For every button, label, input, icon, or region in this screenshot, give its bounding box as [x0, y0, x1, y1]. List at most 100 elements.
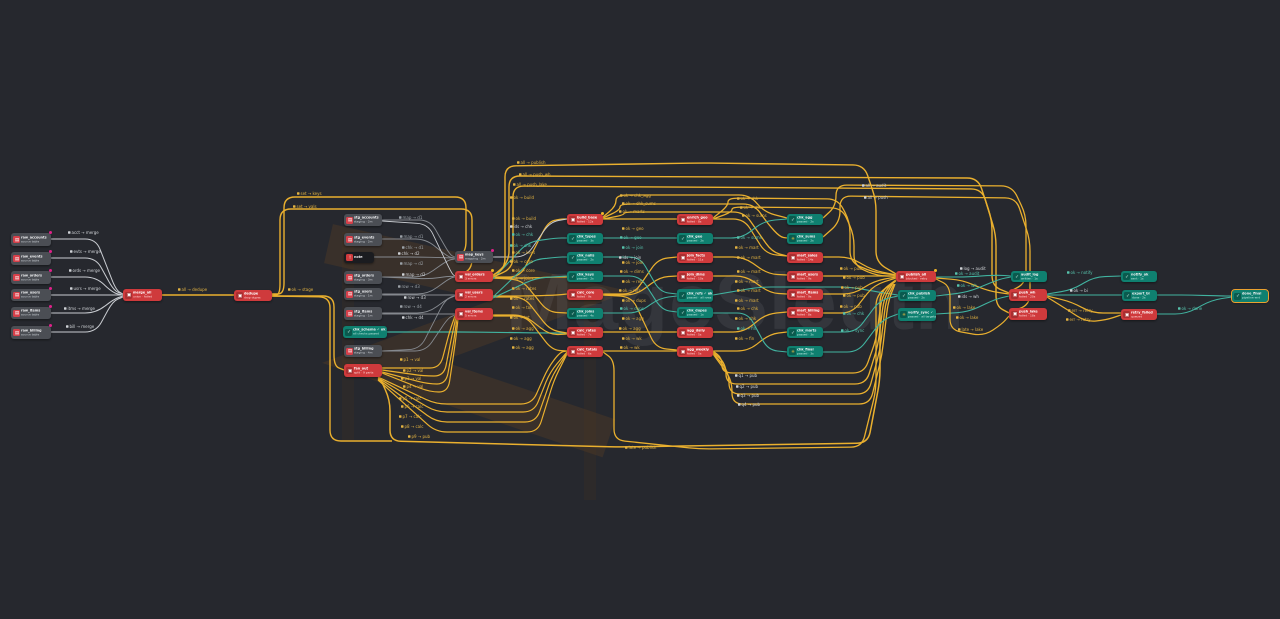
graph-node-g8[interactable]: ✳ chk_final passed · 3s [787, 346, 823, 357]
graph-node-d1[interactable]: ▤ map_keys mapping · 2m [455, 249, 494, 263]
node-title: chk_sums [797, 234, 816, 239]
graph-node-f8[interactable]: ▣ agg_weekly failed · 5s [677, 346, 713, 357]
graph-node-f1[interactable]: ▣ enrich_geo failed · 8s [677, 214, 713, 225]
graph-edge [272, 295, 345, 371]
node-text: chk_publish passed · 2s [908, 291, 930, 299]
graph-node-l4[interactable]: ▤ raw_users source table [11, 287, 52, 301]
node-title: chk_nulls [577, 253, 595, 258]
graph-node-i3[interactable]: ▣ push_lake failed · 18s [1009, 308, 1047, 320]
graph-edge [377, 352, 568, 423]
graph-node-e7[interactable]: ▣ calc_rates failed · 7s [567, 327, 603, 338]
graph-node-a[interactable]: ▣ merge_all union · failed [123, 289, 162, 301]
graph-node-j3[interactable]: ▣ retry_failed queued [1121, 309, 1157, 320]
node-subtitle: source table [21, 258, 40, 263]
graph-node-g3[interactable]: ▣ mart_sales failed · 14s [787, 252, 823, 263]
node-text: enrich_geo failed · 8s [687, 215, 708, 223]
graph-node-f2[interactable]: ✓ chk_geo passed · 2s [677, 233, 713, 244]
node-title: done_final [1242, 291, 1262, 296]
node-text: map_keys mapping · 2m [465, 253, 485, 261]
node-text: raw_billing source table [21, 328, 42, 336]
node-subtitle: failed · 9s [577, 294, 592, 299]
graph-node-c1[interactable]: ▤ stg_accounts staging · 2m [344, 214, 382, 226]
node-type-icon: ✳ [900, 311, 907, 318]
graph-node-e6[interactable]: ✓ chk_joins passed · 4s [567, 308, 603, 319]
graph-node-g1[interactable]: ✓ chk_agg passed · 2s [787, 214, 823, 225]
graph-edge [382, 314, 456, 352]
graph-node-c6[interactable]: ▤ stg_items staging · 1m [344, 307, 382, 320]
graph-node-c4[interactable]: ▤ stg_orders staging · 3m [344, 271, 382, 284]
graph-node-c7[interactable]: ✓ chk_schema ✓ ok all checks passed [343, 326, 387, 338]
graph-node-h2[interactable]: ✓ chk_publish passed · 2s [898, 290, 936, 301]
node-subtitle: passed · 1s [687, 312, 704, 317]
graph-node-g7[interactable]: ✓ chk_marts passed · 3s [787, 327, 823, 338]
graph-node-g4[interactable]: ▣ mart_users failed · 9s [787, 271, 823, 282]
node-title: raw_events [21, 254, 43, 259]
graph-node-c3[interactable]: ! note [344, 252, 374, 263]
graph-edge [713, 218, 788, 257]
node-title: chk_joins [577, 309, 595, 314]
graph-node-b[interactable]: ▣ dedupe drop dupes [234, 290, 272, 301]
graph-edge [712, 283, 895, 395]
node-text: raw_users source table [21, 291, 40, 299]
node-text: dedupe drop dupes [244, 291, 261, 299]
node-status-pin [491, 269, 494, 272]
node-text: stg_orders staging · 3m [354, 273, 374, 281]
graph-node-e2[interactable]: ✓ chk_types passed · 3s [567, 233, 603, 244]
graph-node-j1[interactable]: ✓ notify_ok sent · 1s [1121, 271, 1157, 282]
node-subtitle: split · 9 parts [354, 370, 374, 375]
graph-node-c9[interactable]: ▣ fan_out split · 9 parts [344, 364, 382, 377]
graph-node-l1[interactable]: ▤ raw_accounts source table [11, 231, 52, 246]
node-type-icon: ▤ [346, 310, 353, 317]
graph-node-d4[interactable]: ▣ val_items 5 errors [455, 308, 493, 320]
node-type-icon: ✓ [569, 310, 576, 317]
graph-node-l5[interactable]: ▤ raw_items source table [11, 305, 52, 319]
graph-node-l6[interactable]: ▤ raw_billing source table [11, 324, 52, 339]
graph-node-e5[interactable]: ▣ calc_core failed · 9s [567, 289, 603, 300]
graph-edge [381, 220, 456, 277]
graph-edge [492, 175, 1010, 294]
graph-edge [493, 315, 568, 352]
node-text: agg_weekly failed · 5s [687, 347, 709, 355]
graph-node-l3[interactable]: ▤ raw_orders source table [11, 269, 52, 284]
graph-node-f3[interactable]: ▣ join_facts failed · 11s [677, 252, 713, 263]
graph-node-k1[interactable]: ✓ done_final pipeline end [1231, 289, 1269, 303]
node-type-icon: ▣ [457, 291, 464, 299]
node-text: mart_billing failed · 8s [797, 308, 820, 316]
node-title: audit_log [1021, 272, 1039, 277]
node-text: chk_types passed · 3s [577, 234, 596, 242]
graph-node-f4[interactable]: ▣ join_dims failed · 10s [677, 271, 713, 282]
node-type-icon: ✳ [789, 235, 796, 242]
graph-node-j2[interactable]: ✓ export_bi done · 2s [1122, 290, 1157, 301]
graph-node-e4[interactable]: ✓ chk_keys passed · 2s [567, 271, 603, 282]
graph-node-e1[interactable]: ▣ build_base failed · 12s [567, 212, 604, 225]
graph-node-h3[interactable]: ✳ verify_sync ✓ passed · all targets [898, 308, 936, 321]
graph-node-c5[interactable]: ▤ stg_users staging · 1m [344, 288, 382, 300]
graph-node-e3[interactable]: ✓ chk_nulls passed · 2s [567, 252, 603, 264]
graph-node-i2[interactable]: ▣ push_wh failed · 20s [1009, 289, 1047, 301]
graph-node-f6[interactable]: ✓ chk_dupes passed · 1s [677, 307, 713, 318]
node-type-icon: ▣ [457, 310, 464, 318]
node-text: chk_nulls passed · 2s [577, 254, 594, 262]
graph-node-d2[interactable]: ▣ val_orders 3 errors [455, 269, 494, 282]
node-status-pin [491, 249, 494, 252]
graph-edge [377, 351, 568, 413]
graph-node-g6[interactable]: ▣ mart_billing failed · 8s [787, 307, 823, 318]
node-subtitle: staging · 3m [354, 277, 373, 282]
graph-node-h1[interactable]: ▣ publish_all blocked · retry [896, 269, 937, 282]
graph-node-c8[interactable]: ▤ stg_billing staging · 4m [344, 345, 382, 357]
graph-node-l2[interactable]: ▤ raw_events source table [11, 250, 52, 265]
graph-node-d3[interactable]: ▣ val_users 2 errors [455, 289, 493, 301]
graph-node-g5[interactable]: ▣ mart_items failed · 9s [787, 289, 823, 300]
node-type-icon: ✓ [900, 292, 907, 299]
node-type-icon: ▤ [13, 291, 20, 299]
graph-node-e8[interactable]: ▣ calc_totals failed · 6s [567, 346, 603, 357]
node-subtitle: pipeline end [1242, 296, 1261, 300]
graph-node-c2[interactable]: ▤ stg_events staging · 2m [344, 233, 382, 246]
graph-node-g2[interactable]: ✳ chk_sums passed · 2s [787, 233, 823, 244]
graph-node-i1[interactable]: ✓ audit_log written · 1s [1011, 271, 1047, 282]
node-title: export_bi [1132, 291, 1150, 296]
graph-node-f5[interactable]: ✓ chk_refs ✓ ok passed · all rows [677, 289, 713, 302]
graph-node-f7[interactable]: ▣ agg_daily failed · 5s [677, 327, 713, 338]
graph-edge [382, 258, 456, 278]
